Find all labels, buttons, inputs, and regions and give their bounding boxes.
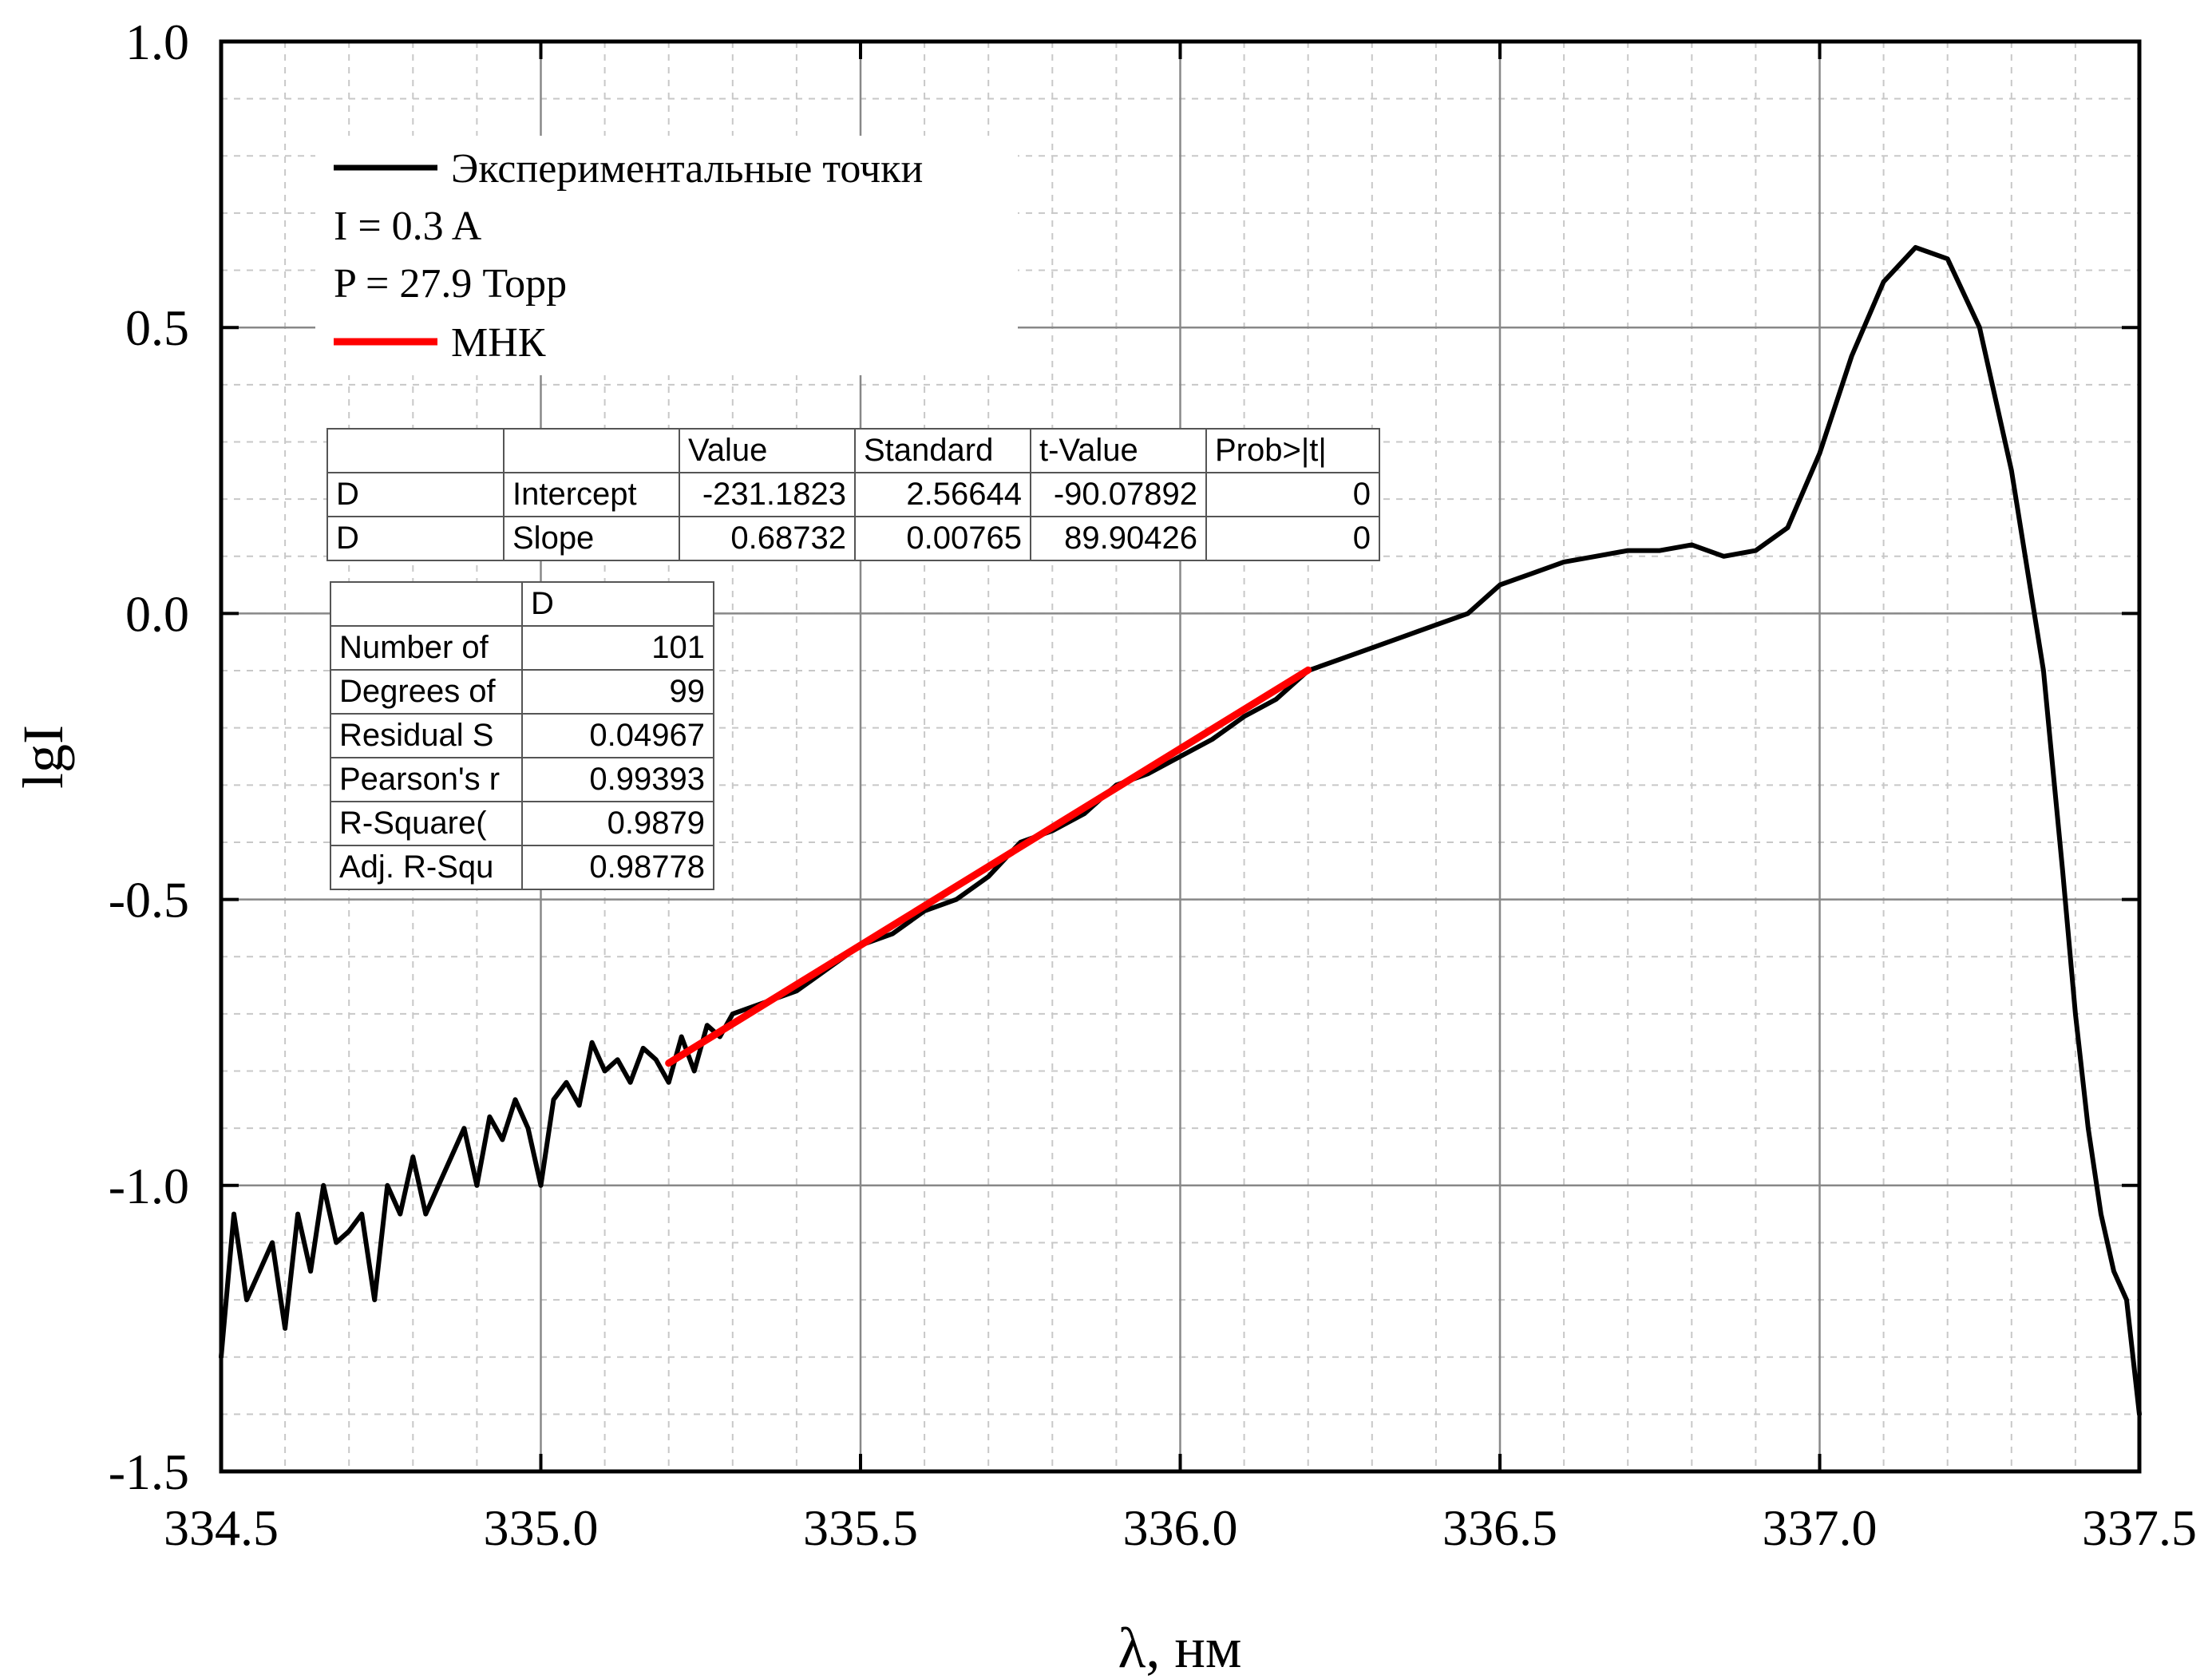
header-cell [330,581,523,627]
table-row: Degrees of 99 [330,669,714,715]
x-axis-title: λ, нм [1118,1616,1241,1679]
x-tick-label: 336.0 [1123,1499,1238,1556]
y-tick-label: -0.5 [109,872,189,929]
mnk-fit-line [665,666,1312,1067]
header-cell [503,428,680,473]
table-cell: 0.98778 [521,845,714,890]
table-cell: 0 [1205,472,1380,517]
table-cell: 99 [521,669,714,715]
y-axis-title: lgI [11,725,75,789]
table-cell: D [326,472,505,517]
legend-current-label: I = 0.3 A [334,204,482,249]
fit-statistics-table: D Number of 101 Degrees of 99 Residual S… [330,581,714,890]
stats-header-row: D [330,581,714,627]
legend-box [315,136,1018,375]
table-cell: 0.00765 [854,516,1031,561]
x-tick-label: 337.5 [2082,1499,2197,1556]
table-cell: Number of [330,625,523,671]
table-row: Residual S 0.04967 [330,713,714,758]
table-cell: Degrees of [330,669,523,715]
table-cell: 0.9879 [521,801,714,846]
header-cell: t-Value [1030,428,1207,473]
table-row: D Slope 0.68732 0.00765 89.90426 0 [326,516,1380,561]
table-cell: R-Square( [330,801,523,846]
table-cell: -231.1823 [679,472,856,517]
fit-table-header-row: Value Standard t-Value Prob>|t| [326,428,1380,473]
table-cell: Pearson's r [330,757,523,802]
legend-label-mnk: МНК [451,320,546,366]
header-cell: D [521,581,714,627]
header-cell: Standard [854,428,1031,473]
legend-pressure-label: P = 27.9 Торр [334,261,567,307]
table-cell: 101 [521,625,714,671]
table-cell: 0.68732 [679,516,856,561]
x-tick-label: 337.0 [1763,1499,1878,1556]
table-cell: Slope [503,516,680,561]
y-tick-label: 0.5 [125,299,189,356]
table-cell: Residual S [330,713,523,758]
table-row: Adj. R-Squ 0.98778 [330,845,714,890]
x-tick-label: 335.0 [484,1499,599,1556]
table-row: D Intercept -231.1823 2.56644 -90.07892 … [326,472,1380,517]
table-cell: Adj. R-Squ [330,845,523,890]
axis-ticks: 334.5 335.0 335.5 336.0 336.5 337.0 337.5 1.0 0.… [109,14,2197,1556]
y-tick-label: -1.0 [109,1158,189,1214]
table-row: Pearson's r 0.99393 [330,757,714,802]
y-tick-label: -1.5 [109,1443,189,1500]
table-cell: 0 [1205,516,1380,561]
series [219,244,2142,1417]
x-tick-label: 335.5 [803,1499,918,1556]
legend-label-experimental: Экспериментальные точки [451,146,923,192]
table-cell: Intercept [503,472,680,517]
table-cell: 0.99393 [521,757,714,802]
y-tick-label: 1.0 [125,14,189,70]
y-tick-label: 0.0 [125,585,189,642]
x-tick-label: 336.5 [1442,1499,1557,1556]
x-tick-label: 334.5 [164,1499,279,1556]
table-row: R-Square( 0.9879 [330,801,714,846]
table-cell: D [326,516,505,561]
header-cell: Value [679,428,856,473]
table-cell: 0.04967 [521,713,714,758]
table-row: Number of 101 [330,625,714,671]
header-cell [326,428,505,473]
table-cell: -90.07892 [1030,472,1207,517]
table-cell: 89.90426 [1030,516,1207,561]
table-cell: 2.56644 [854,472,1031,517]
fit-parameters-table: Value Standard t-Value Prob>|t| D Interc… [326,428,1380,561]
header-cell: Prob>|t| [1205,428,1380,473]
